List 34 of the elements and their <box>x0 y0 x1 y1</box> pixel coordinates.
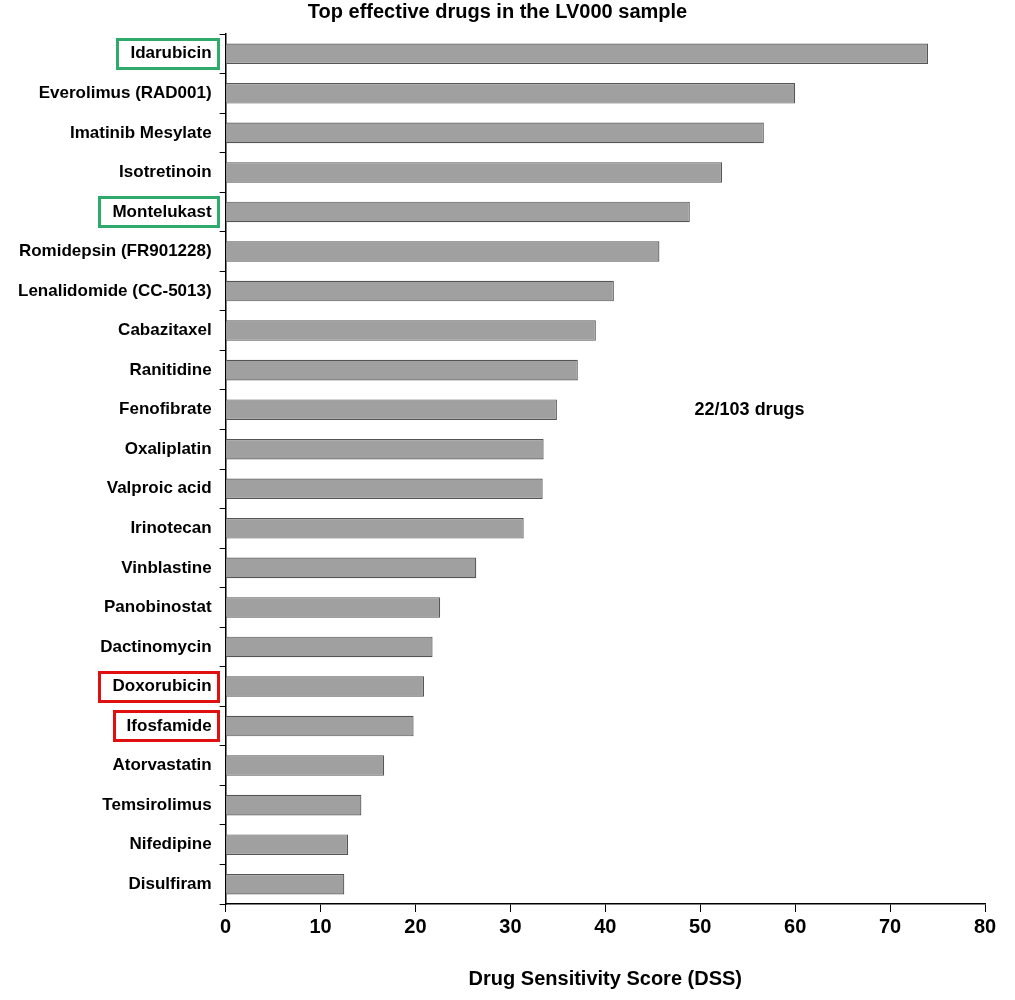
x-tick-label: 20 <box>404 914 427 937</box>
x-tick-label: 50 <box>689 914 712 937</box>
y-tick-label: Imatinib Mesylate <box>69 122 212 142</box>
y-tick-label: Irinotecan <box>130 518 212 538</box>
x-tick-label: 10 <box>309 914 332 937</box>
y-tick-label: Atorvastatin <box>112 755 212 775</box>
x-tick-label: 30 <box>499 914 522 937</box>
x-tick-label: 0 <box>220 914 232 937</box>
x-tick-label: 40 <box>594 914 617 937</box>
y-tick-label: Valproic acid <box>106 478 212 498</box>
chart-title: Top effective drugs in the LV000 sample <box>307 0 688 22</box>
y-tick-label: Everolimus (RAD001) <box>38 83 212 103</box>
annotation: 22/103 drugs <box>694 398 805 419</box>
y-tick-label: Idarubicin <box>130 43 212 63</box>
y-tick-label: Panobinostat <box>103 597 212 617</box>
y-tick-label: Ranitidine <box>129 359 212 379</box>
y-tick-label: Romidepsin (FR901228) <box>18 241 212 261</box>
y-tick-label: Temsirolimus <box>102 794 212 814</box>
y-tick-label: Isotretinoin <box>119 162 212 182</box>
y-tick-label: Ifosfamide <box>126 715 212 735</box>
y-tick-label: Oxaliplatin <box>124 438 212 458</box>
y-tick-label: Vinblastine <box>121 557 212 577</box>
x-tick-label: 70 <box>878 914 902 937</box>
x-axis-title: Drug Sensitivity Score (DSS) <box>468 966 743 989</box>
y-tick-label: Dactinomycin <box>100 636 212 656</box>
y-tick-label: Montelukast <box>112 201 212 221</box>
x-tick-label: 80 <box>973 914 997 937</box>
x-tick-label: 60 <box>784 914 807 937</box>
y-tick-label: Doxorubicin <box>112 676 212 696</box>
y-tick-label: Lenalidomide (CC-5013) <box>17 280 212 300</box>
y-tick-label: Fenofibrate <box>119 399 212 419</box>
y-tick-label: Cabazitaxel <box>118 320 212 340</box>
y-tick-label: Disulfiram <box>128 873 212 893</box>
y-tick-label: Nifedipine <box>129 834 212 854</box>
